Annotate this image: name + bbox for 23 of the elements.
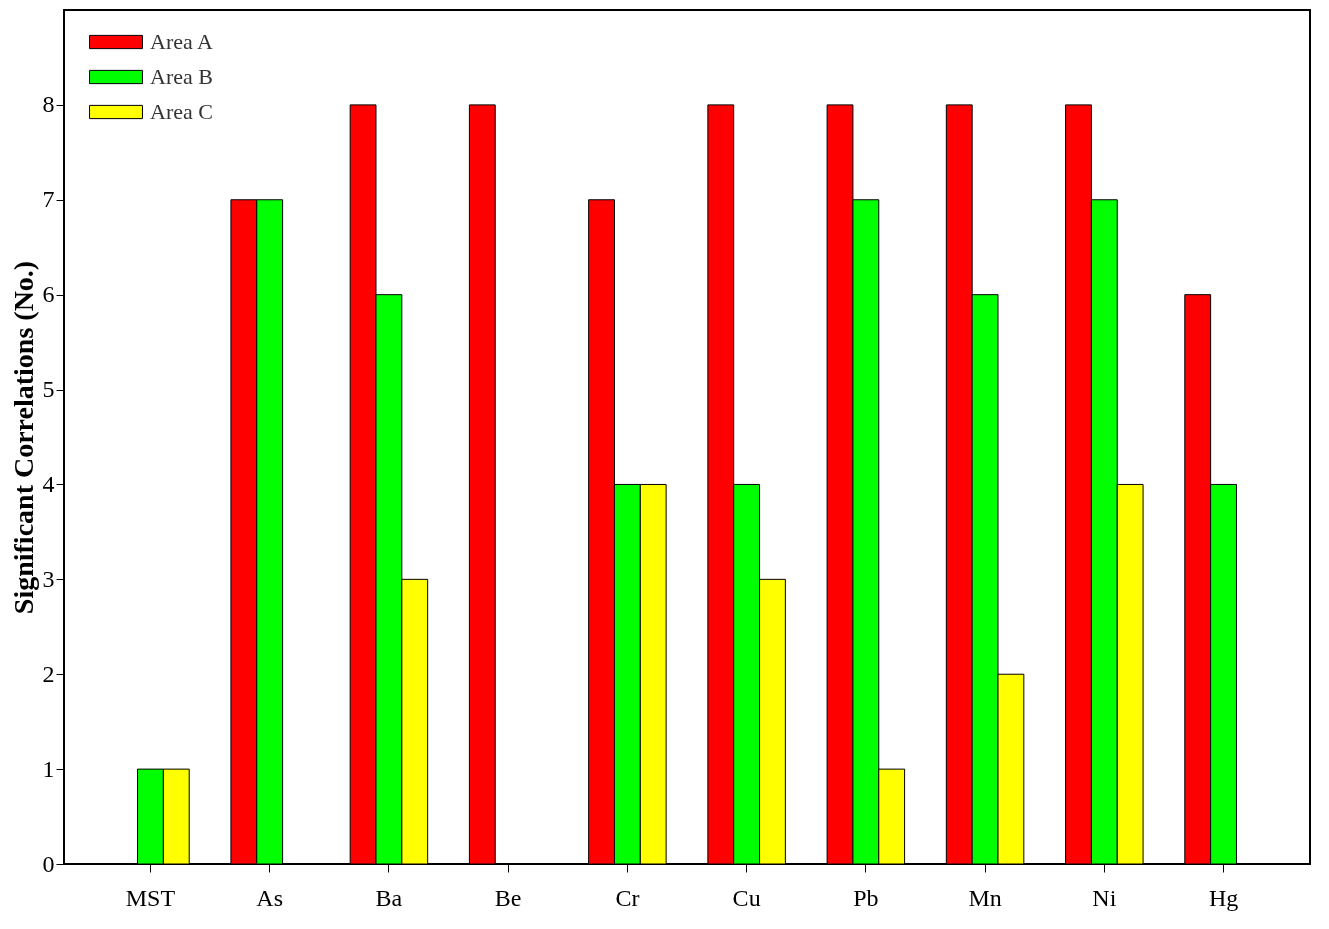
x-tick-label: Be <box>494 884 522 911</box>
legend-label: Area A <box>150 29 214 54</box>
x-tick-label: As <box>256 884 284 911</box>
x-tick-label: MST <box>125 884 176 911</box>
y-tick-label: 3 <box>42 565 55 592</box>
y-tick-label: 5 <box>42 376 55 403</box>
legend-label: Area B <box>150 64 213 89</box>
x-tick-label: Cu <box>732 884 761 911</box>
x-tick-label: Ni <box>1092 884 1117 911</box>
x-tick-label: Ba <box>375 884 403 911</box>
y-axis-title: Significant Correlations (No.) <box>7 260 39 615</box>
legend-label: Area C <box>150 99 213 124</box>
y-tick-label: 0 <box>42 850 55 877</box>
y-tick-label: 2 <box>42 660 55 687</box>
y-tick-label: 1 <box>42 755 55 782</box>
y-tick-label: 7 <box>42 186 55 213</box>
x-tick-label: Mn <box>968 884 1002 911</box>
y-tick-label: 4 <box>42 470 55 497</box>
x-tick-label: Cr <box>615 884 640 911</box>
x-tick-label: Hg <box>1208 884 1239 911</box>
x-tick-label: Pb <box>853 884 879 911</box>
y-tick-label: 6 <box>42 281 55 308</box>
y-tick-label: 8 <box>42 91 55 118</box>
